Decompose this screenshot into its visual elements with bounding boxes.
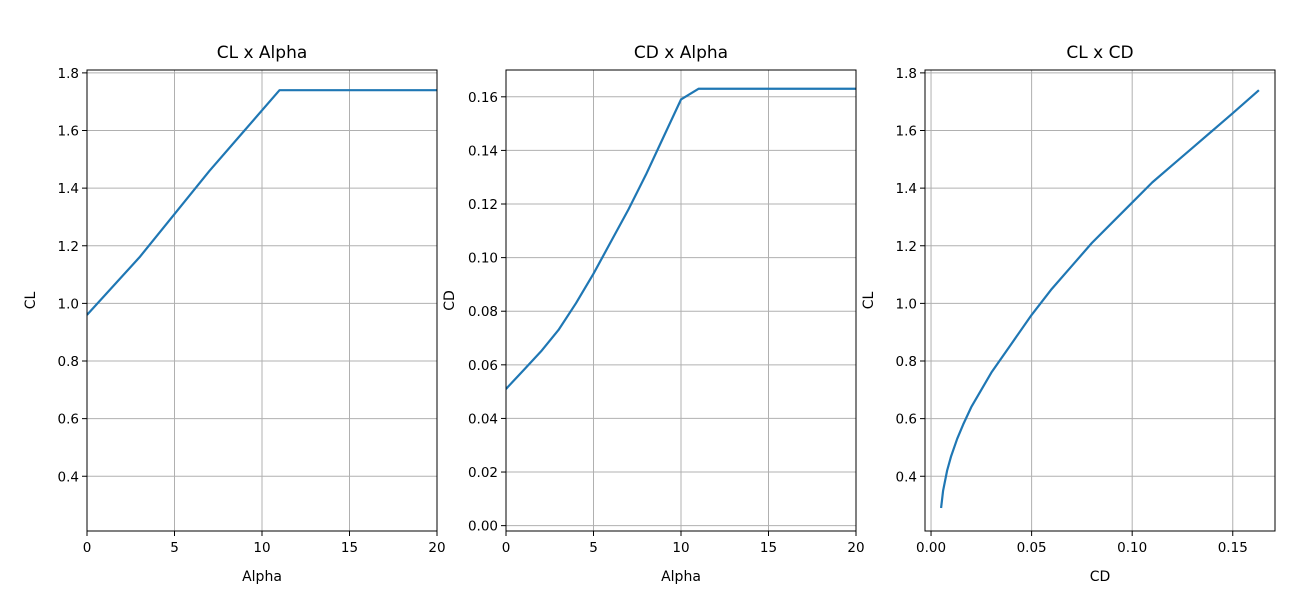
x-tick-label: 10	[672, 540, 689, 556]
y-tick-label: 0.02	[468, 465, 498, 481]
series-line	[939, 89, 1260, 509]
axes-frame	[924, 69, 1276, 532]
x-tick-label: 15	[341, 540, 358, 556]
y-tick-label: 0.6	[896, 412, 917, 428]
x-tick-label: 20	[847, 540, 864, 556]
x-tick-label: 10	[253, 540, 270, 556]
y-tick-label: 0.8	[896, 354, 917, 370]
y-tick-label: 1.6	[896, 124, 917, 140]
y-tick-label: 0.12	[468, 197, 498, 213]
y-tick-label: 0.10	[468, 251, 498, 267]
x-axis-label: CD	[1090, 569, 1111, 585]
x-tick-label: 0.05	[1017, 540, 1047, 556]
subplot-title: CL x CD	[1066, 43, 1133, 63]
y-tick-label: 0.8	[58, 354, 79, 370]
x-tick-label: 15	[760, 540, 777, 556]
y-tick-label: 1.6	[58, 124, 79, 140]
y-tick-label: 0.06	[468, 358, 498, 374]
x-tick-label: 0.00	[916, 540, 946, 556]
subplot-1: 0 5 10 15 20 0.4 0.6 0.8 1.0 1.2 1.4 1.6 1.8 CL x Alp…	[23, 43, 446, 585]
y-tick-label: 0.08	[468, 304, 498, 320]
y-tick-label: 1.4	[58, 181, 79, 197]
y-tick-label: 1.8	[58, 66, 79, 82]
y-tick-label: 1.2	[58, 239, 79, 255]
y-tick-label: 0.04	[468, 411, 498, 427]
series-line	[87, 89, 437, 316]
x-axis-label: Alpha	[661, 569, 701, 585]
x-tick-label: 0.15	[1218, 540, 1248, 556]
y-tick-label: 0.4	[896, 469, 917, 485]
y-tick-label: 0.00	[468, 519, 498, 535]
x-tick-label: 5	[589, 540, 598, 556]
subplot-3: 0.00 0.05 0.10 0.15 0.4 0.6 0.8 1.0 1.2 1.4 1.6 1.8…	[861, 43, 1276, 585]
x-axis-label: Alpha	[242, 569, 282, 585]
y-tick-label: 1.0	[896, 296, 917, 312]
subplot-title: CL x Alpha	[217, 43, 308, 63]
y-axis-label: CD	[442, 290, 458, 311]
y-tick-label: 0.14	[468, 143, 498, 159]
y-axis-label: CL	[23, 292, 39, 310]
y-tick-label: 1.0	[58, 296, 79, 312]
x-tick-label: 0	[502, 540, 511, 556]
y-tick-label: 0.4	[58, 469, 79, 485]
subplot-title: CD x Alpha	[634, 43, 728, 63]
y-tick-label: 1.4	[896, 181, 917, 197]
y-tick-label: 0.6	[58, 412, 79, 428]
x-tick-label: 5	[170, 540, 179, 556]
y-tick-label: 1.2	[896, 239, 917, 255]
x-tick-label: 0	[83, 540, 92, 556]
y-axis-label: CL	[861, 292, 877, 310]
x-tick-label: 20	[428, 540, 445, 556]
subplot-2: 0 5 10 15 20 0.00 0.02 0.04 0.06 0.08 0.10 0.12 0.14…	[442, 43, 865, 585]
y-tick-label: 1.8	[896, 66, 917, 82]
y-tick-label: 0.16	[468, 90, 498, 106]
x-tick-label: 0.10	[1117, 540, 1147, 556]
series-line	[506, 87, 856, 390]
